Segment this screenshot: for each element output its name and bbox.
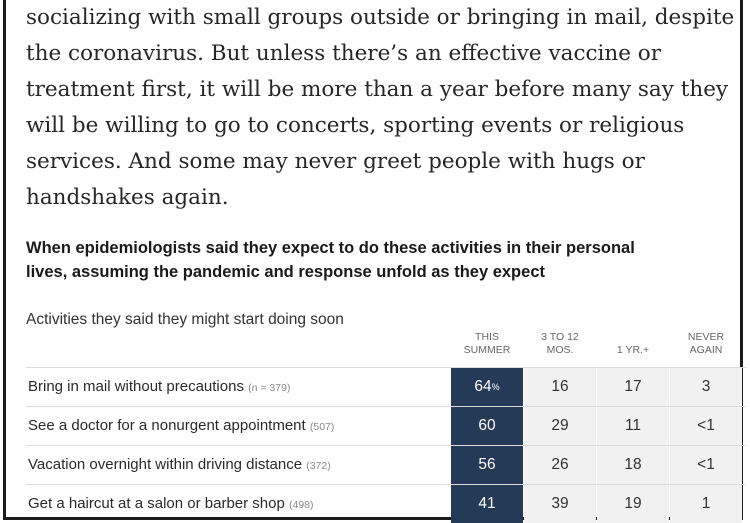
value-cell: 64% bbox=[451, 368, 523, 406]
column-header-line: Never bbox=[687, 331, 725, 343]
paragraph-line: the coronavirus. But unless there’s an e… bbox=[26, 41, 662, 66]
paragraph-line: handshakes again. bbox=[26, 185, 229, 210]
value-cell: 17 bbox=[597, 368, 669, 406]
value-cell: 39 bbox=[524, 485, 596, 523]
column-header-line: summer bbox=[463, 344, 511, 356]
column-header-line: 1 yr.+ bbox=[616, 344, 650, 356]
value-cell: 29 bbox=[524, 407, 596, 445]
column-header-this-summer: This summer bbox=[451, 331, 523, 357]
activity-name: See a doctor for a nonurgent appointment bbox=[28, 417, 306, 434]
respondent-count: (372) bbox=[306, 460, 331, 472]
paragraph-line: treatment first, it will be more than a … bbox=[26, 77, 729, 102]
value-text: 41 bbox=[478, 495, 496, 512]
value-cell: 11 bbox=[597, 407, 669, 445]
value-cell: 19 bbox=[597, 485, 669, 523]
table-heading: When epidemiologists said they expect to… bbox=[26, 236, 738, 284]
column-header-line: mos. bbox=[546, 344, 574, 356]
respondent-count: (498) bbox=[289, 499, 314, 511]
paragraph-line: will be willing to go to concerts, sport… bbox=[26, 113, 685, 138]
table-row: Bring in mail without precautions (n = 3… bbox=[26, 367, 746, 406]
value-text: <1 bbox=[697, 417, 715, 434]
column-header-line: again bbox=[689, 344, 723, 356]
activity-label: Bring in mail without precautions (n = 3… bbox=[28, 378, 290, 395]
value-text: 19 bbox=[624, 495, 642, 512]
table-row: Vacation overnight within driving distan… bbox=[26, 445, 746, 484]
table-heading-line: lives, assuming the pandemic and respons… bbox=[26, 263, 545, 281]
value-cell: 18 bbox=[597, 446, 669, 484]
value-text: 60 bbox=[478, 417, 496, 434]
value-cell: 41 bbox=[451, 485, 523, 523]
value-text: 26 bbox=[551, 456, 569, 473]
value-text: 17 bbox=[624, 378, 642, 395]
column-header-line: 3 to 12 bbox=[541, 331, 579, 343]
column-header-1-year-plus: 1 yr.+ bbox=[597, 331, 669, 357]
value-cell: <1 bbox=[670, 446, 742, 484]
table-subheading: Activities they said they might start do… bbox=[26, 311, 344, 328]
value-text: 1 bbox=[701, 495, 711, 512]
respondent-count: (507) bbox=[309, 421, 335, 433]
value-text: 39 bbox=[551, 495, 569, 512]
value-cell: 3 bbox=[670, 368, 742, 406]
value-text: 16 bbox=[551, 378, 569, 395]
article-paragraph: socializing with small groups outside or… bbox=[26, 0, 735, 216]
table-row: Get a haircut at a salon or barber shop … bbox=[26, 484, 746, 523]
column-header-3-to-12-months: 3 to 12 mos. bbox=[524, 331, 596, 357]
table-heading-line: When epidemiologists said they expect to… bbox=[26, 239, 635, 257]
value-cell: 60 bbox=[451, 407, 523, 445]
value-text: <1 bbox=[697, 456, 715, 473]
activity-name: Vacation overnight within driving distan… bbox=[28, 456, 303, 473]
paragraph-line: socializing with small groups outside or… bbox=[26, 5, 735, 30]
column-header-line bbox=[597, 331, 669, 344]
value-cell: <1 bbox=[670, 407, 742, 445]
column-header-line: This bbox=[475, 331, 499, 343]
value-text: 11 bbox=[624, 417, 642, 434]
value-text: 29 bbox=[551, 417, 569, 434]
activity-label: Get a haircut at a salon or barber shop … bbox=[28, 495, 314, 512]
paragraph-line: services. And some may never greet peopl… bbox=[26, 149, 645, 174]
activity-name: Get a haircut at a salon or barber shop bbox=[28, 495, 285, 512]
value-text: 56 bbox=[478, 456, 496, 473]
column-header-never-again: Never again bbox=[670, 331, 742, 357]
respondent-count: (n = 379) bbox=[248, 382, 291, 394]
percent-sign: % bbox=[491, 382, 500, 392]
value-text: 3 bbox=[701, 378, 711, 395]
article-frame: socializing with small groups outside or… bbox=[3, 0, 746, 523]
value-cell: 16 bbox=[524, 368, 596, 406]
activity-name: Bring in mail without precautions bbox=[28, 378, 244, 395]
activity-label: See a doctor for a nonurgent appointment… bbox=[28, 417, 334, 434]
value-cell: 1 bbox=[670, 485, 742, 523]
table-row: See a doctor for a nonurgent appointment… bbox=[26, 406, 746, 445]
activity-label: Vacation overnight within driving distan… bbox=[28, 456, 331, 473]
value-text: 18 bbox=[624, 456, 642, 473]
value-text: 64 bbox=[474, 378, 492, 395]
value-cell: 26 bbox=[524, 446, 596, 484]
value-cell: 56 bbox=[451, 446, 523, 484]
